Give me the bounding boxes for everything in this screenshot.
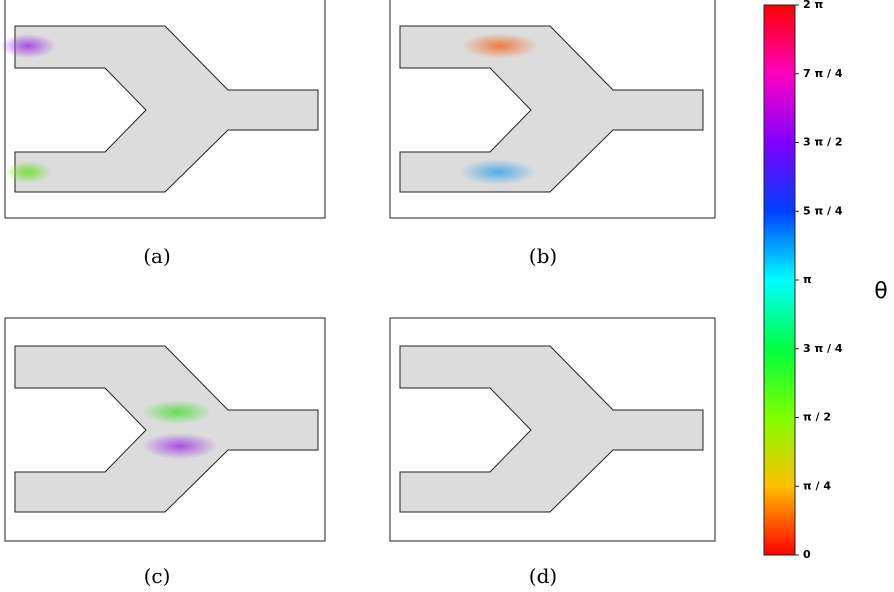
tick-label: π / 2: [803, 411, 831, 424]
caption: (b): [529, 244, 557, 268]
particle-cloud: [142, 433, 218, 459]
tick-label: π: [803, 273, 812, 286]
tick-label: 7 π / 4: [803, 67, 843, 80]
caption: (c): [144, 564, 171, 588]
caption: (a): [143, 244, 171, 268]
tick-label: 0: [803, 548, 811, 561]
particle-cloud: [462, 33, 538, 59]
tick-label: 5 π / 4: [803, 204, 843, 217]
caption: (d): [529, 564, 557, 588]
particle-cloud: [4, 161, 52, 183]
tick-label: 2 π: [803, 0, 823, 11]
colorbar-label: θ: [874, 279, 887, 304]
tick-label: π / 4: [803, 479, 831, 492]
particle-cloud: [142, 400, 212, 424]
particle-cloud: [460, 159, 536, 185]
tick-label: 3 π / 2: [803, 136, 843, 149]
tick-label: 3 π / 4: [803, 342, 843, 355]
colorbar: [763, 4, 796, 556]
particle-cloud: [0, 34, 56, 58]
